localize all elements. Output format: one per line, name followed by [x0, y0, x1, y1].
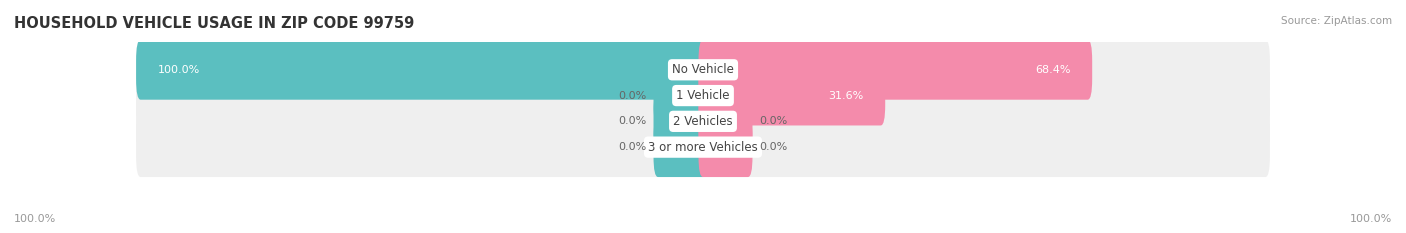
FancyBboxPatch shape — [654, 66, 707, 126]
Text: 100.0%: 100.0% — [1350, 214, 1392, 224]
Text: 100.0%: 100.0% — [14, 214, 56, 224]
Text: No Vehicle: No Vehicle — [672, 63, 734, 76]
FancyBboxPatch shape — [136, 91, 1270, 151]
Text: 0.0%: 0.0% — [619, 142, 647, 152]
Text: 68.4%: 68.4% — [1035, 65, 1071, 75]
Text: 3 or more Vehicles: 3 or more Vehicles — [648, 141, 758, 154]
FancyBboxPatch shape — [699, 117, 752, 177]
FancyBboxPatch shape — [699, 40, 1092, 100]
Text: 0.0%: 0.0% — [759, 116, 787, 126]
FancyBboxPatch shape — [136, 40, 1270, 100]
Text: Source: ZipAtlas.com: Source: ZipAtlas.com — [1281, 16, 1392, 26]
FancyBboxPatch shape — [699, 91, 752, 151]
FancyBboxPatch shape — [136, 40, 707, 100]
Text: 31.6%: 31.6% — [828, 91, 863, 101]
Text: 0.0%: 0.0% — [619, 116, 647, 126]
Text: 0.0%: 0.0% — [619, 91, 647, 101]
FancyBboxPatch shape — [136, 117, 1270, 177]
FancyBboxPatch shape — [136, 66, 1270, 126]
Text: 100.0%: 100.0% — [157, 65, 200, 75]
Text: 0.0%: 0.0% — [759, 142, 787, 152]
FancyBboxPatch shape — [654, 91, 707, 151]
Text: 1 Vehicle: 1 Vehicle — [676, 89, 730, 102]
FancyBboxPatch shape — [699, 66, 886, 126]
Text: 2 Vehicles: 2 Vehicles — [673, 115, 733, 128]
FancyBboxPatch shape — [654, 117, 707, 177]
Text: HOUSEHOLD VEHICLE USAGE IN ZIP CODE 99759: HOUSEHOLD VEHICLE USAGE IN ZIP CODE 9975… — [14, 16, 415, 31]
